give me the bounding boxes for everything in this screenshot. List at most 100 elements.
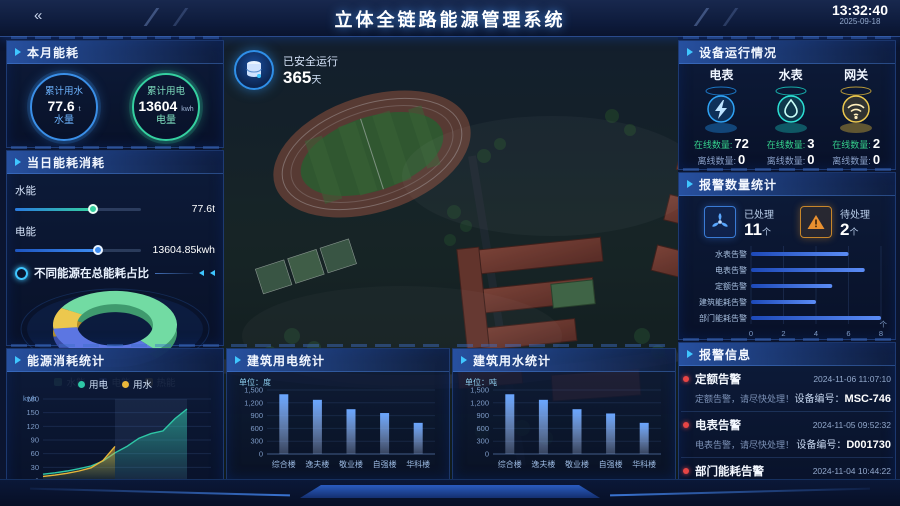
svg-text:敬业楼: 敬业楼	[339, 459, 363, 469]
legend-swatch	[122, 380, 129, 388]
alarm-device: 设备编号：MSC-746	[795, 390, 891, 405]
svg-text:单位：度: 单位：度	[239, 377, 271, 387]
device-name: 网关	[844, 68, 869, 82]
panel-alarm-info: 报警信息 定额告警 2024-11-06 11:07:10 定额告警，请尽快处理！设…	[678, 338, 896, 502]
offline-count: 0	[807, 152, 815, 167]
legend-label: 用电	[88, 380, 108, 391]
slider-value: 13604.85kwh	[152, 244, 215, 256]
panel-header: 当日能耗消耗	[7, 151, 223, 174]
processed-label: 已处理	[744, 210, 774, 221]
device-id: D001730	[846, 439, 891, 451]
gauge-sublabel: 电量	[156, 115, 176, 127]
panel-header: 设备运行情况	[679, 41, 895, 64]
svg-text:1,500: 1,500	[470, 386, 489, 395]
svg-text:自强楼: 自强楼	[599, 459, 623, 469]
processed-value: 11	[744, 220, 762, 239]
svg-text:1,500: 1,500	[244, 386, 263, 395]
svg-text:单位：吨: 单位：吨	[465, 377, 497, 387]
sports-courts	[254, 238, 357, 295]
electricity-gauge: 累计用电 13604 kwh 电量	[132, 73, 200, 141]
alarm-title: 电表告警	[695, 420, 741, 432]
safe-run-unit: 天	[311, 74, 322, 86]
panel-title: 建筑用水统计	[473, 353, 552, 368]
svg-text:1,200: 1,200	[470, 398, 489, 407]
slider-label: 水能	[15, 185, 36, 197]
panel-building-electricity: 建筑用电统计 单位：度 0 300 600 900 1,200 1,500 综合楼 逸夫楼 敬业楼…	[226, 344, 450, 480]
date-display: 2025-09-18	[839, 17, 881, 27]
legend-item[interactable]: 用电	[77, 377, 108, 391]
svg-text:60: 60	[31, 449, 39, 458]
back-button[interactable]: «	[34, 7, 43, 24]
svg-text:6: 6	[846, 329, 850, 338]
caret-icon	[461, 356, 467, 364]
gauge-label: 累计用水	[44, 86, 83, 98]
ratio-title: 不同能源在总能耗占比	[34, 268, 149, 280]
gauge-unit: t	[78, 105, 81, 113]
processed-unit: 个	[761, 227, 771, 237]
pending-label: 待处理	[840, 210, 870, 221]
svg-text:综合楼: 综合楼	[272, 459, 296, 469]
svg-text:0: 0	[749, 329, 753, 338]
ring-icon	[15, 266, 28, 280]
electricity-slider: 电能 13604.85kwh	[15, 224, 215, 256]
water-gauge: 累计用水 77.6 t 水量	[30, 73, 98, 141]
panel-header: 报警数量统计	[679, 173, 895, 196]
warning-icon	[800, 206, 832, 238]
svg-text:0: 0	[485, 450, 489, 459]
device-name: 电表	[709, 68, 734, 82]
panel-daily-consumption: 当日能耗消耗 水能 77.6t 电能	[6, 146, 224, 389]
svg-text:120: 120	[26, 422, 39, 431]
svg-text:300: 300	[250, 437, 263, 446]
svg-text:建筑能耗告警: 建筑能耗告警	[699, 297, 747, 307]
alarm-time: 2024-11-06 11:07:10	[813, 374, 891, 384]
alarm-time: 2024-11-05 09:52:32	[812, 420, 891, 430]
legend-item[interactable]: 用水	[122, 377, 152, 391]
svg-text:水表告警: 水表告警	[715, 249, 747, 259]
panel-header: 建筑用水统计	[453, 349, 675, 372]
time-display: 13:32:40	[831, 2, 888, 18]
svg-text:kwh: kwh	[23, 394, 36, 403]
database-icon	[234, 50, 274, 90]
device-card-water-meter: 水表 在线数量: 3 离线数量: 0	[767, 66, 815, 167]
online-label: 在线数量:	[766, 140, 806, 150]
caret-icon	[15, 356, 21, 364]
panel-building-water: 建筑用水统计 单位：吨 0 300 600 900 1,200 1,500 综合楼 逸夫楼 敬业楼…	[452, 344, 676, 480]
device-id: MSC-746	[844, 393, 891, 405]
wifi-icon	[840, 86, 873, 133]
slider-label: 电能	[15, 226, 36, 238]
deco-center	[300, 485, 600, 498]
offline-label: 离线数量:	[766, 156, 806, 166]
slider-track[interactable]	[15, 245, 141, 255]
slider-thumb[interactable]	[93, 245, 104, 255]
svg-text:8: 8	[879, 329, 883, 338]
online-count: 72	[734, 136, 749, 151]
online-label: 在线数量:	[693, 140, 733, 150]
device-label: 设备编号：	[796, 440, 847, 451]
slider-value: 77.6t	[191, 203, 215, 215]
alarm-list-item[interactable]: 定额告警 2024-11-06 11:07:10 定额告警，请尽快处理！ 设备编号：M…	[681, 366, 893, 412]
slider-fill	[15, 204, 99, 214]
panel-title: 报警信息	[699, 347, 752, 362]
svg-text:150: 150	[26, 408, 39, 417]
svg-text:华科楼: 华科楼	[632, 459, 656, 469]
alarm-list-item[interactable]: 电表告警 2024-11-05 09:52:32 电表告警，请尽快处理！ 设备编号：D…	[681, 412, 893, 458]
caret-icon	[15, 158, 21, 166]
gauge-unit: kwh	[181, 105, 194, 113]
panel-title: 建筑用电统计	[247, 353, 326, 368]
legend-swatch	[77, 380, 85, 388]
pending-value: 2	[840, 220, 850, 239]
alarm-time: 2024-11-04 10:44:22	[812, 466, 891, 476]
svg-text:2: 2	[781, 329, 785, 338]
building-electricity-bar-chart: 单位：度 0 300 600 900 1,200 1,500 综合楼 逸夫楼 敬业楼 自强楼 华科楼	[239, 377, 435, 469]
svg-text:600: 600	[476, 424, 489, 433]
device-name: 水表	[778, 68, 803, 82]
slider-fill	[15, 245, 104, 255]
bottom-decoration	[0, 479, 900, 506]
deco-line-right	[610, 487, 870, 497]
slider-thumb[interactable]	[88, 204, 99, 214]
gauge-value: 13604	[138, 97, 178, 114]
slider-track[interactable]	[15, 204, 141, 214]
alert-dot-icon	[683, 376, 689, 382]
svg-text:电表告警: 电表告警	[715, 265, 747, 275]
